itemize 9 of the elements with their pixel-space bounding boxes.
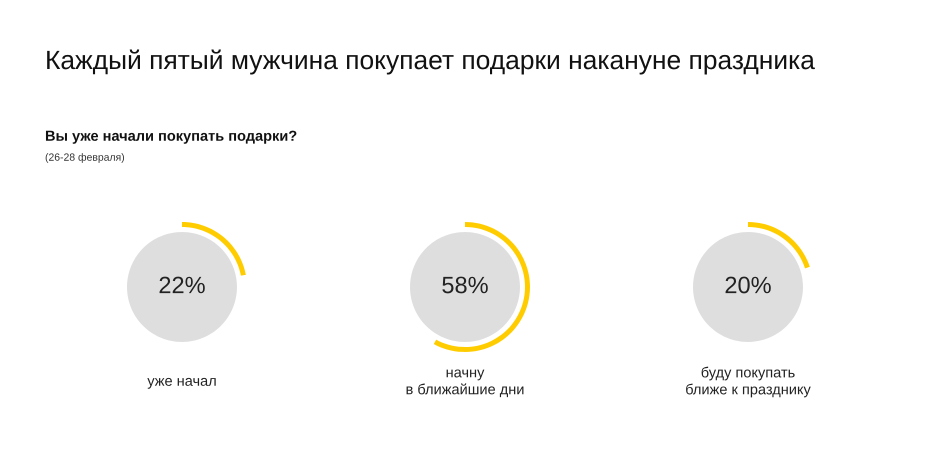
data-label: 58%	[442, 276, 488, 294]
text: уже начал	[147, 378, 216, 389]
chart-subtitle: Вы уже начали покупать подарки?	[46, 130, 296, 144]
data-label: 22%	[160, 276, 205, 294]
text: (26-28 февраля)	[46, 153, 124, 163]
text: Каждый пятый мужчина покупает подарки накануне праздника	[47, 49, 815, 75]
text: буду покупать ближе к празднику	[686, 366, 811, 398]
text: начну в ближайшие дни	[406, 369, 524, 398]
data-label: 20%	[726, 276, 771, 294]
